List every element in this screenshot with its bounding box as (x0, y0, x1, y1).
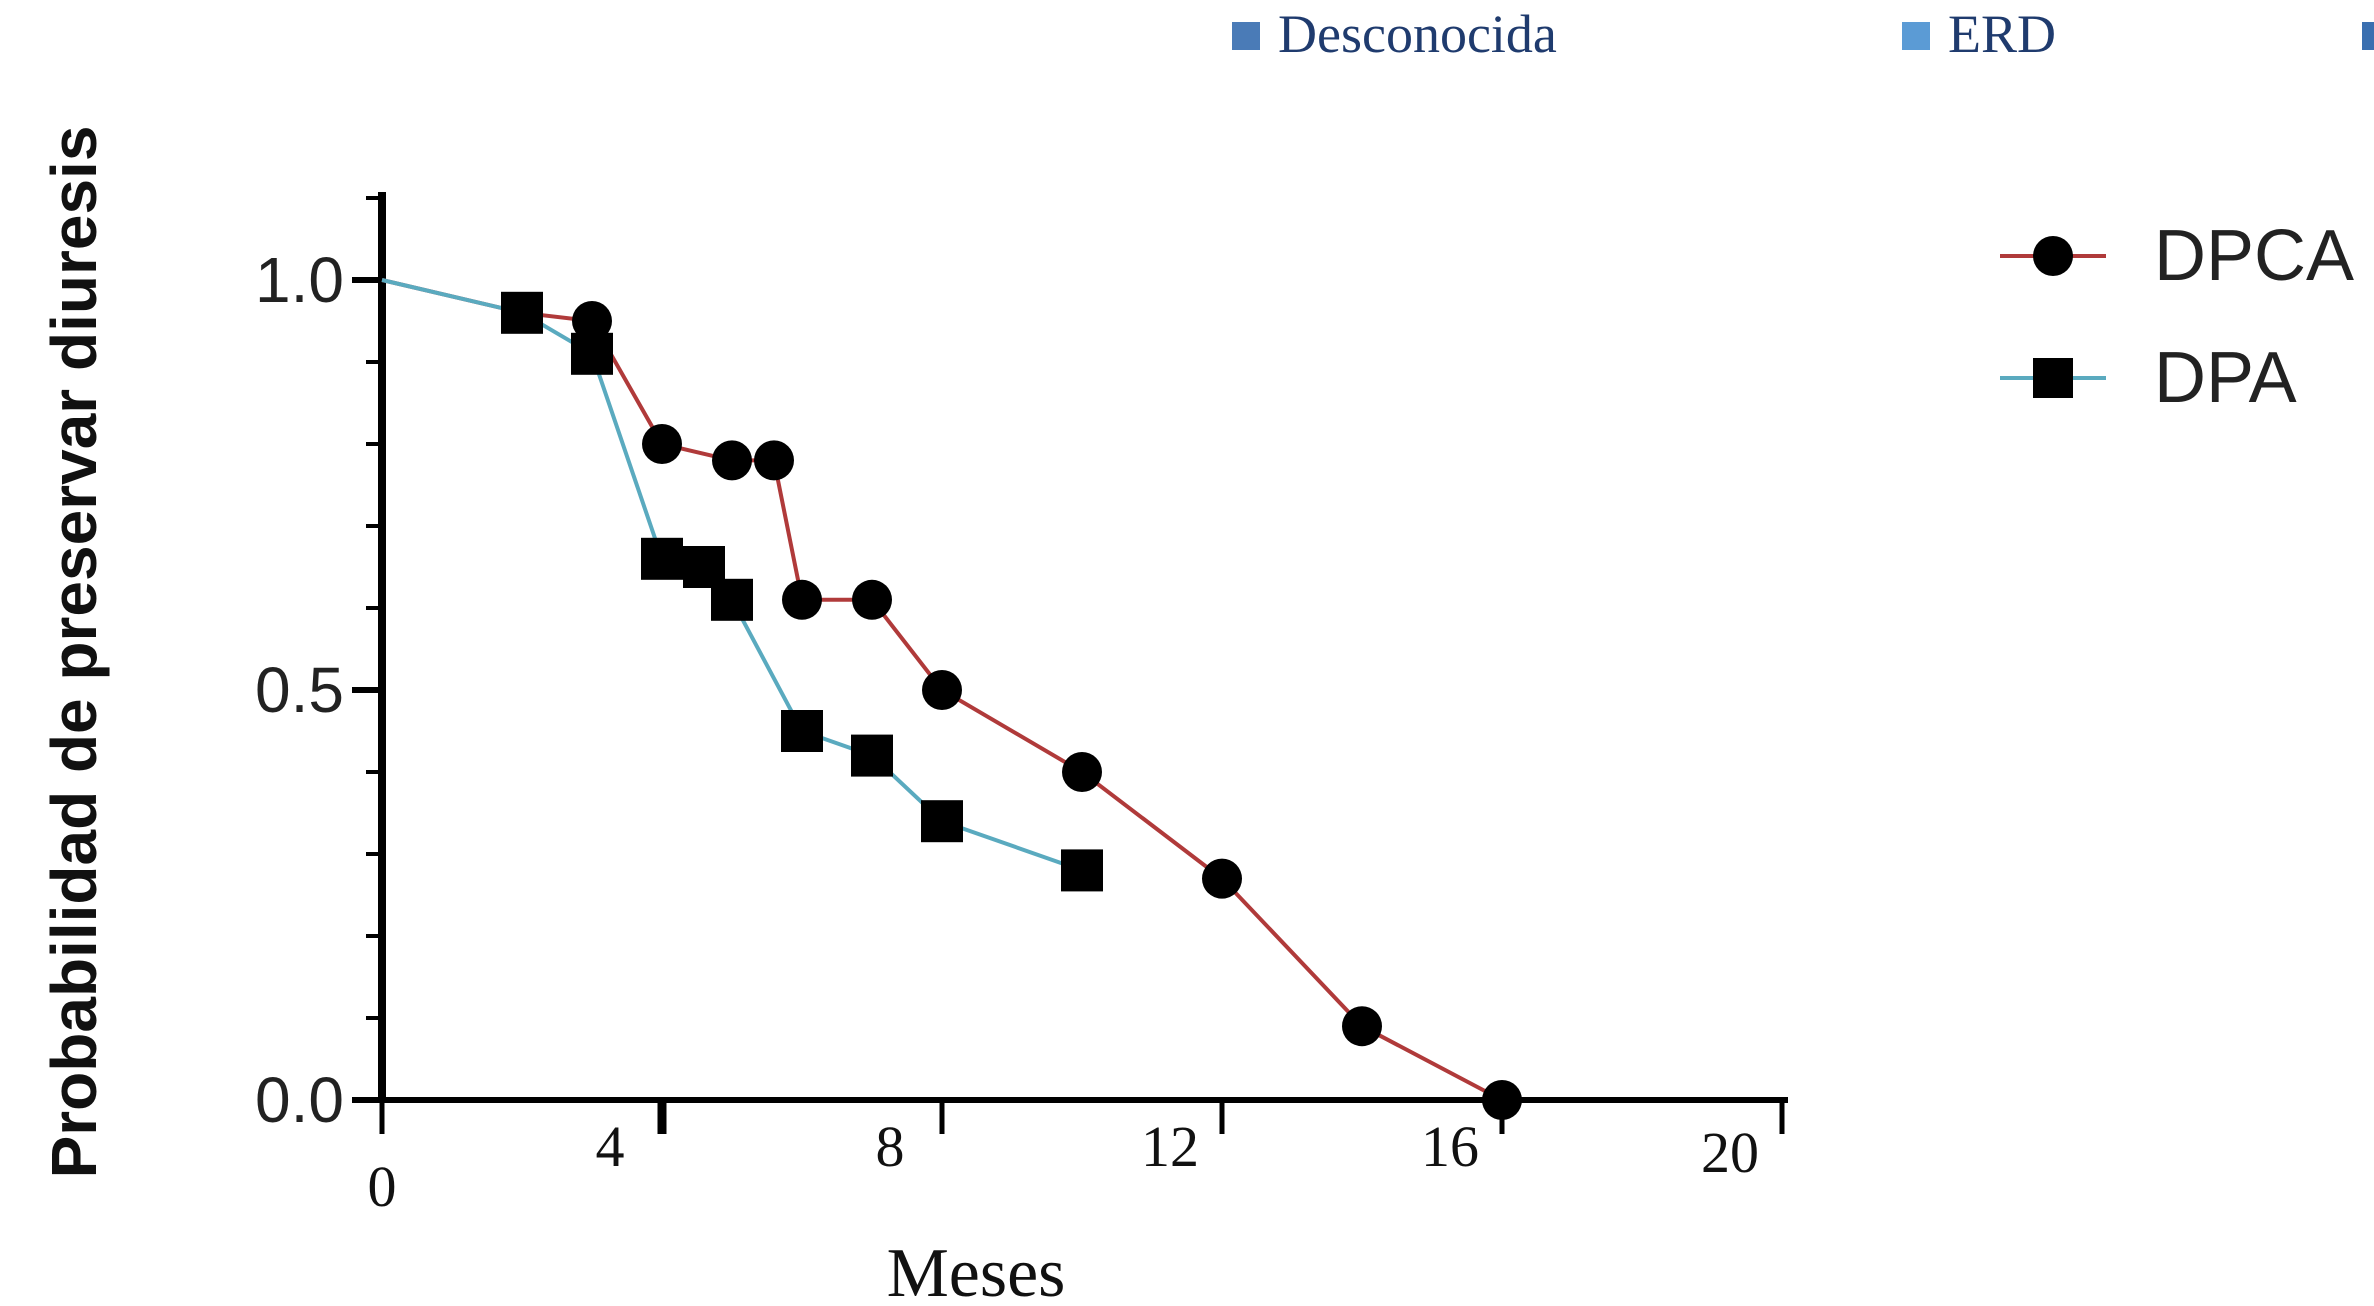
point-dpca (922, 670, 962, 710)
point-dpa (571, 332, 613, 375)
x-tick-label: 20 (1701, 1120, 1759, 1185)
legend-marker-dpa (2033, 358, 2073, 398)
point-dpa (781, 710, 823, 752)
point-dpca (1062, 752, 1102, 792)
top-legend-swatch-partial (2362, 22, 2374, 50)
y-tick-label: 0.0 (255, 1064, 344, 1136)
x-axis-title: Meses (887, 1235, 1066, 1306)
top-legend-swatch-desconocida (1232, 22, 1260, 50)
legend-marker-dpca (2033, 236, 2073, 276)
legend-label-dpca: DPCA (2154, 216, 2354, 296)
top-legend: Desconocida ERD (1232, 4, 2374, 64)
x-tick-label: 16 (1421, 1114, 1479, 1179)
y-axis-ticks: 0.0 0.5 1.0 (255, 196, 382, 1136)
series-layer (381, 278, 1522, 1120)
point-dpa (851, 734, 893, 777)
point-dpa (921, 800, 963, 843)
point-dpca (852, 579, 892, 620)
y-axis-title: Probabilidad de preservar diuresis (38, 126, 110, 1179)
point-dpa (1061, 849, 1103, 892)
point-dpa (641, 537, 683, 580)
point-dpca (1342, 1006, 1382, 1047)
point-dpa (501, 291, 543, 334)
series-legend: DPCA DPA (2000, 216, 2354, 418)
point-dpa (711, 578, 753, 621)
series-line-dpa (381, 278, 1083, 873)
point-dpca (572, 301, 612, 341)
point-dpca (1482, 1080, 1522, 1120)
x-tick-label: 8 (876, 1114, 905, 1179)
x-tick-label: 4 (596, 1114, 625, 1179)
top-legend-label-desconocida: Desconocida (1278, 4, 1557, 64)
x-tick-label: 0 (368, 1154, 397, 1219)
point-dpca (1202, 858, 1242, 899)
legend-label-dpa: DPA (2154, 338, 2297, 418)
top-legend-label-erd: ERD (1948, 4, 2056, 64)
top-legend-swatch-erd (1902, 22, 1930, 50)
x-tick-label: 12 (1141, 1114, 1199, 1179)
point-dpca (782, 579, 822, 620)
point-dpca (712, 440, 752, 481)
y-tick-label: 1.0 (255, 244, 344, 316)
point-dpca (642, 424, 682, 464)
x-axis-ticks: 0 4 8 12 16 20 (368, 1100, 1785, 1219)
y-tick-label: 0.5 (255, 654, 344, 726)
point-dpca (754, 440, 794, 481)
